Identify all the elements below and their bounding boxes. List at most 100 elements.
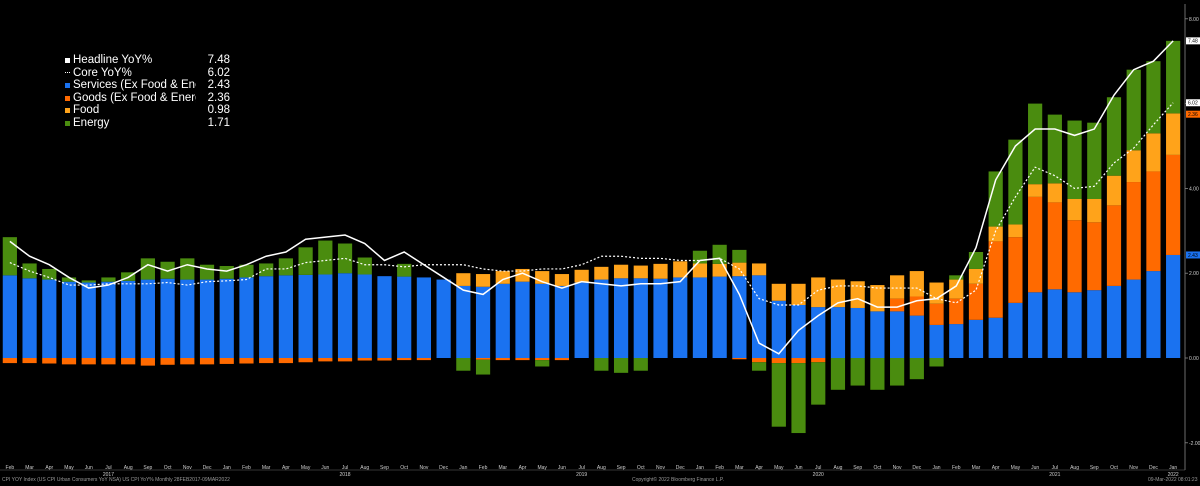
bar-2-59	[1166, 113, 1181, 155]
x-tick-label: Aug	[834, 465, 843, 471]
bar-3-52	[1028, 103, 1043, 185]
bar-3-59	[1166, 40, 1181, 114]
legend-value: 2.36	[207, 91, 230, 104]
bar-3-53	[1047, 114, 1062, 184]
x-tick-label: Sep	[617, 465, 626, 471]
bar-1-58	[1146, 171, 1161, 272]
x-tick-label: Aug	[597, 465, 606, 471]
x-tick-label: Apr	[755, 465, 763, 471]
bar-0-10	[199, 279, 215, 358]
bar-1-49	[968, 283, 984, 320]
x-tick-label: Oct	[164, 465, 172, 471]
bar-1-41	[811, 358, 826, 363]
bar-0-51	[1008, 302, 1023, 358]
bar-1-48	[949, 298, 964, 325]
bar-1-27	[535, 358, 550, 361]
bar-1-47	[929, 303, 944, 325]
bar-3-4	[81, 280, 96, 283]
x-tick-label: Oct	[1110, 465, 1118, 471]
x-tick-label: Aug	[1070, 465, 1079, 471]
bar-0-1	[22, 278, 37, 358]
x-tick-label: Jul	[342, 465, 348, 471]
x-tick-label: Aug	[360, 465, 369, 471]
bar-3-32	[633, 358, 648, 371]
bar-2-50	[988, 226, 1003, 242]
bar-1-50	[988, 241, 1003, 318]
bar-0-24	[475, 286, 491, 358]
bar-0-14	[278, 275, 293, 358]
bar-3-48	[949, 275, 964, 280]
bar-2-36	[712, 263, 727, 277]
bar-0-27	[535, 283, 550, 358]
x-tick-label: Oct	[400, 465, 408, 471]
x-tick-label: Dec	[676, 465, 685, 471]
bar-0-33	[653, 278, 668, 358]
bar-0-54	[1067, 292, 1082, 358]
bar-1-1	[22, 358, 37, 364]
bar-0-38	[751, 275, 767, 358]
bar-0-0	[2, 275, 17, 358]
bar-0-7	[140, 279, 155, 358]
bar-0-49	[968, 319, 984, 358]
x-tick-label: Sep	[1090, 465, 1099, 471]
bar-2-45	[890, 275, 905, 299]
y-axis: -2.000.002.004.006.008.007.486.022.362.4…	[1184, 4, 1200, 470]
bar-0-45	[890, 311, 905, 358]
bar-2-58	[1146, 133, 1161, 172]
x-tick-label: Dec	[1149, 465, 1158, 471]
bar-2-32	[633, 265, 648, 279]
bar-0-11	[219, 278, 234, 358]
bar-0-15	[298, 274, 313, 358]
bar-2-23	[456, 273, 471, 286]
legend-item: Core YoY% 6.02	[62, 67, 230, 80]
x-year-label: 2022	[1168, 472, 1179, 478]
bar-0-25	[495, 283, 510, 358]
x-tick-label: Jan	[459, 465, 467, 471]
bar-3-15	[298, 247, 313, 275]
x-tick-label: Aug	[124, 465, 133, 471]
bar-0-34	[673, 277, 688, 358]
bar-1-16	[318, 358, 333, 362]
x-tick-label: Apr	[519, 465, 527, 471]
bar-0-20	[397, 276, 412, 358]
x-tick-label: Oct	[637, 465, 645, 471]
bar-2-41	[811, 277, 826, 308]
bar-1-57	[1126, 182, 1141, 280]
y-tick-label: 2.00	[1189, 271, 1199, 277]
bar-0-29	[574, 282, 589, 358]
legend-value: 6.02	[207, 66, 230, 79]
bar-3-7	[140, 258, 155, 280]
bar-0-18	[357, 274, 372, 358]
bar-2-56	[1106, 175, 1122, 206]
x-tick-label: Jun	[794, 465, 802, 471]
x-tick-label: Oct	[874, 465, 882, 471]
legend-label: Food	[73, 104, 100, 117]
bar-0-50	[988, 317, 1003, 358]
bar-0-4	[81, 282, 96, 358]
bar-0-26	[515, 281, 530, 358]
bar-2-28	[554, 274, 570, 286]
bar-0-30	[594, 279, 609, 358]
bar-1-14	[278, 358, 293, 364]
bar-0-53	[1047, 289, 1062, 358]
bar-1-51	[1008, 237, 1023, 303]
legend-swatch	[65, 108, 70, 114]
bar-0-5	[101, 281, 116, 358]
x-tick-label: Jul	[1052, 465, 1058, 471]
bar-2-31	[613, 264, 629, 279]
bar-1-12	[239, 358, 254, 364]
bar-0-3	[61, 281, 77, 358]
bar-2-29	[574, 269, 589, 283]
bar-3-11	[219, 265, 234, 279]
bar-3-12	[239, 264, 254, 278]
x-tick-label: Sep	[143, 465, 152, 471]
x-tick-label: Dec	[203, 465, 212, 471]
bar-0-41	[811, 307, 826, 358]
bar-1-56	[1106, 205, 1122, 286]
bar-3-45	[890, 358, 905, 386]
bar-2-55	[1087, 199, 1102, 223]
y-tick-label: 0.00	[1189, 356, 1199, 362]
x-tick-label: Mar	[498, 465, 507, 471]
x-tick-label: Jun	[321, 465, 329, 471]
bar-1-13	[259, 358, 274, 364]
